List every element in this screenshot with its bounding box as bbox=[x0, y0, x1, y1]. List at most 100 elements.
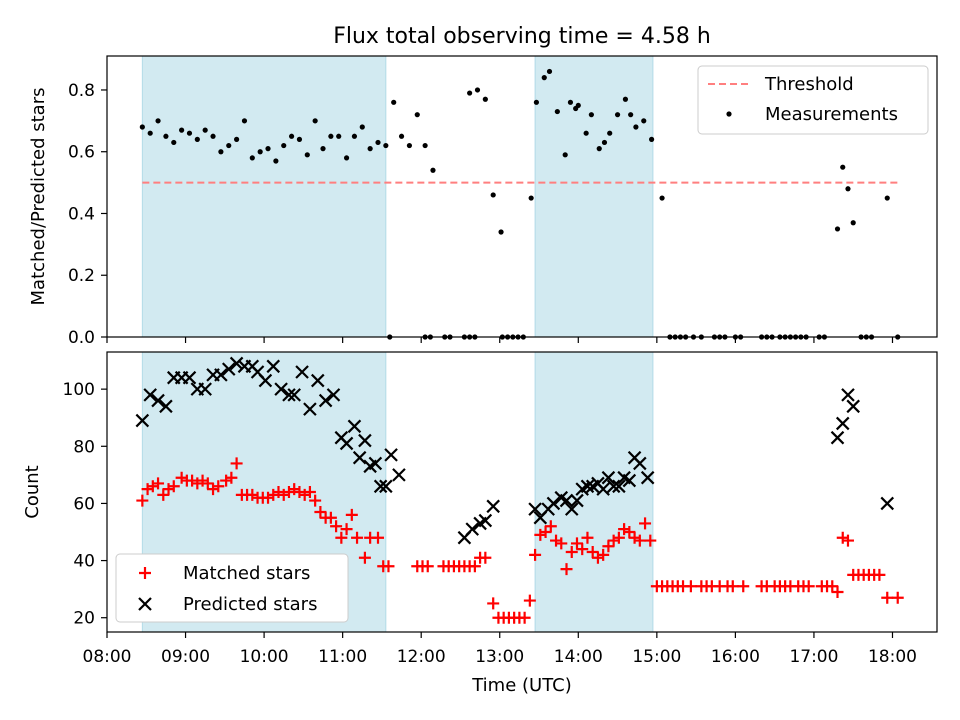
bottom-shade-1 bbox=[534, 351, 654, 633]
measurement-point-71 bbox=[622, 96, 629, 102]
matched-point-84 bbox=[623, 526, 636, 538]
measurement-point-25 bbox=[336, 133, 342, 139]
measurement-point-73 bbox=[633, 124, 639, 130]
measurement-point-76 bbox=[659, 195, 665, 201]
matched-point-10 bbox=[191, 477, 204, 490]
measurement-point-8 bbox=[202, 127, 208, 133]
predicted-point-18 bbox=[274, 382, 288, 396]
matched-point-30 bbox=[298, 488, 311, 501]
matched-point-36 bbox=[330, 520, 343, 533]
top-x-ticks bbox=[106, 337, 894, 343]
measurement-point-19 bbox=[288, 133, 295, 139]
matched-point-79 bbox=[597, 548, 610, 561]
matched-point-116 bbox=[836, 531, 849, 544]
count-panel: 20 40 60 80 100 08:00 09:00 10:00 11:00 12:00 13:… bbox=[22, 351, 938, 696]
measurement-point-4 bbox=[171, 139, 177, 146]
measurement-point-59 bbox=[546, 68, 553, 75]
measurement-point-106 bbox=[884, 195, 890, 201]
bottom-plot-frame bbox=[106, 351, 938, 633]
matched-point-71 bbox=[555, 537, 568, 550]
bottom-x-tick-label-8: 16:00 bbox=[711, 647, 760, 667]
measurement-point-10 bbox=[218, 149, 224, 155]
legend-measurements-swatch bbox=[726, 111, 732, 117]
chart-title: Flux total observing time = 4.58 h bbox=[333, 24, 711, 49]
measurement-point-58 bbox=[541, 75, 547, 81]
predicted-point-22 bbox=[303, 402, 317, 416]
measurement-point-68 bbox=[601, 139, 608, 146]
matched-point-28 bbox=[288, 483, 301, 496]
predicted-point-61 bbox=[633, 456, 647, 471]
predicted-point-2 bbox=[151, 393, 165, 408]
bottom-x-tick-label-10: 18:00 bbox=[868, 647, 917, 667]
matched-point-66 bbox=[529, 548, 542, 561]
top-shaded-intervals bbox=[141, 55, 654, 338]
measurement-point-67 bbox=[596, 146, 602, 152]
matched-point-37 bbox=[335, 531, 348, 544]
matched-point-39 bbox=[345, 508, 358, 521]
matched-point-9 bbox=[186, 474, 199, 487]
matched-point-29 bbox=[293, 486, 306, 498]
bottom-y-tick-label-0: 20 bbox=[73, 609, 95, 629]
measurement-point-46 bbox=[467, 90, 473, 96]
predicted-point-51 bbox=[580, 479, 595, 494]
matched-point-117 bbox=[841, 534, 854, 547]
matched-point-114 bbox=[826, 580, 839, 593]
bottom-x-tick-label-7: 15:00 bbox=[632, 647, 681, 667]
predicted-point-32 bbox=[368, 456, 383, 471]
top-y-tick-label-1: 0.2 bbox=[68, 266, 95, 286]
measurement-point-61 bbox=[562, 152, 568, 158]
matched-point-87 bbox=[639, 517, 652, 530]
matched-point-48 bbox=[421, 560, 434, 573]
top-legend-box bbox=[697, 65, 929, 135]
measurement-point-65 bbox=[583, 130, 589, 136]
predicted-point-45 bbox=[546, 496, 561, 511]
top-y-tick-label-3: 0.6 bbox=[68, 143, 95, 163]
measurement-point-22 bbox=[312, 118, 318, 124]
predicted-point-17 bbox=[266, 359, 281, 374]
top-legend: Threshold Measurements bbox=[697, 65, 929, 135]
measurement-point-18 bbox=[281, 142, 287, 149]
predicted-point-35 bbox=[384, 448, 398, 462]
predicted-point-1 bbox=[143, 388, 157, 402]
measurement-point-29 bbox=[367, 146, 373, 152]
measurement-point-60 bbox=[554, 108, 560, 115]
matched-point-64 bbox=[518, 611, 531, 624]
matched-point-14 bbox=[212, 480, 225, 493]
predicted-point-41 bbox=[486, 499, 500, 514]
measurement-point-7 bbox=[194, 136, 200, 142]
matched-point-82 bbox=[612, 531, 625, 544]
matched-point-35 bbox=[324, 511, 337, 524]
matched-point-101 bbox=[726, 580, 739, 593]
measurement-point-99 bbox=[834, 226, 841, 232]
predicted-point-28 bbox=[347, 419, 362, 434]
predicted-point-42 bbox=[528, 502, 542, 516]
measurement-point-36 bbox=[422, 142, 428, 149]
matched-point-67 bbox=[534, 528, 547, 541]
predicted-point-36 bbox=[392, 468, 406, 482]
predicted-star-points bbox=[135, 356, 895, 545]
ratio-panel: 0.00.20.40.60.8 Matched/Predicted stars … bbox=[28, 55, 938, 348]
measurement-point-75 bbox=[649, 136, 655, 142]
top-y-axis-label: Matched/Predicted stars bbox=[28, 88, 49, 306]
predicted-point-25 bbox=[326, 388, 341, 402]
predicted-point-16 bbox=[258, 373, 273, 388]
measurement-point-50 bbox=[498, 229, 504, 235]
matched-point-78 bbox=[591, 551, 604, 564]
matched-point-3 bbox=[152, 477, 165, 490]
matched-point-83 bbox=[618, 523, 631, 536]
matched-point-31 bbox=[303, 486, 316, 498]
measurement-point-24 bbox=[328, 133, 334, 139]
top-shade-1 bbox=[534, 55, 654, 338]
matched-point-95 bbox=[684, 580, 697, 593]
measurement-point-21 bbox=[304, 152, 310, 158]
matched-point-25 bbox=[272, 486, 285, 498]
measurement-point-64 bbox=[575, 102, 581, 109]
measurement-point-23 bbox=[320, 146, 326, 152]
predicted-point-3 bbox=[159, 399, 173, 414]
measurement-point-14 bbox=[249, 155, 255, 161]
measurement-point-12 bbox=[234, 136, 240, 142]
bottom-y-tick-label-3: 80 bbox=[73, 437, 95, 457]
legend-predicted-marker bbox=[138, 597, 152, 611]
matched-point-11 bbox=[196, 474, 209, 487]
